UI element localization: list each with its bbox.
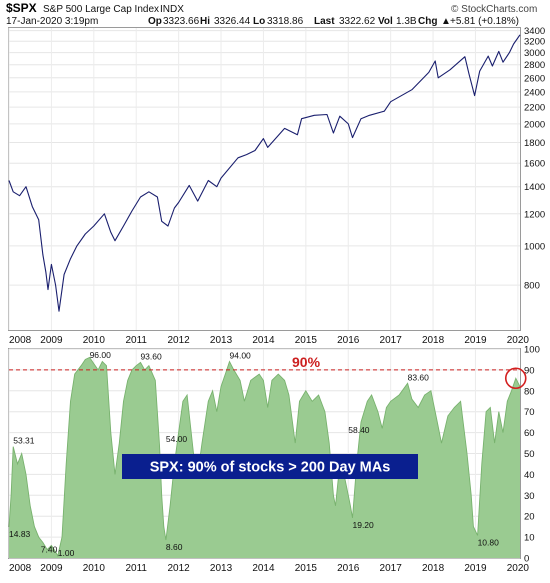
data-annotation: 10.80: [478, 537, 500, 547]
change-value: +5.81 (+0.18%): [450, 16, 519, 27]
price-y-tick-label: 2800: [524, 60, 545, 71]
breadth-y-tick-label: 20: [524, 512, 535, 523]
data-annotation: 83.60: [408, 372, 430, 382]
price-x-axis: 2008 2009 2010 2011 2012 2013 2014 2015 2016 2017…: [9, 335, 529, 346]
price-x-tick-label: 2012: [168, 335, 191, 346]
price-x-tick-label: 2014: [252, 335, 275, 346]
change-label: Chg: [418, 16, 437, 27]
price-x-tick-label: 2019: [464, 335, 487, 346]
breadth-x-tick-label: 2016: [337, 563, 360, 574]
data-annotation: 19.20: [352, 520, 374, 530]
change-arrow-icon: ▲: [441, 16, 451, 27]
breadth-y-tick-label: 90: [524, 365, 535, 376]
breadth-x-tick-label: 2010: [83, 563, 106, 574]
price-y-tick-label: 3200: [524, 37, 545, 48]
breadth-x-tick-label: 2020: [507, 563, 530, 574]
breadth-y-tick-label: 40: [524, 470, 535, 481]
breadth-y-tick-label: 10: [524, 533, 535, 544]
price-x-tick-label: 2020: [507, 335, 530, 346]
open-value: 3323.66: [163, 16, 200, 27]
price-y-tick-label: 3400: [524, 26, 545, 37]
data-annotation: 96.00: [90, 350, 112, 360]
breadth-x-axis: 2008 2009 2010 2011 2012 2013 2014 2015 2016 2017…: [9, 563, 529, 574]
breadth-x-tick-label: 2013: [210, 563, 233, 574]
price-x-tick-label: 2016: [337, 335, 360, 346]
price-y-tick-label: 2400: [524, 87, 545, 98]
data-annotation: 93.60: [140, 351, 162, 361]
price-y-axis: 800 1000 1200 1400 1600 1800 2000 2200 2400 2600 2…: [524, 26, 545, 292]
breadth-y-tick-label: 60: [524, 428, 535, 439]
breadth-x-tick-label: 2011: [125, 563, 147, 574]
data-annotation: 58.40: [348, 425, 370, 435]
price-y-tick-label: 1800: [524, 138, 545, 149]
price-x-tick-label: 2015: [295, 335, 318, 346]
price-y-tick-label: 1000: [524, 241, 545, 252]
data-annotation: 53.31: [13, 436, 35, 446]
price-y-tick-label: 2200: [524, 103, 545, 114]
breadth-y-tick-label: 70: [524, 407, 535, 418]
price-gridlines: [8, 28, 520, 330]
exchange-label: INDX: [160, 4, 184, 15]
legend-box: [122, 454, 418, 479]
breadth-y-tick-label: 100: [524, 345, 540, 356]
data-annotation: 1.00: [58, 548, 75, 558]
price-x-tick-label: 2008: [9, 335, 32, 346]
price-x-tick-label: 2011: [125, 335, 147, 346]
data-annotation: 54.00: [166, 434, 188, 444]
high-value: 3326.44: [214, 16, 251, 27]
breadth-x-tick-label: 2019: [464, 563, 487, 574]
price-line-series: [8, 34, 521, 312]
price-x-tick-label: 2018: [422, 335, 445, 346]
open-label: Op: [148, 16, 162, 27]
breadth-y-axis: 0 10 20 30 40 50 60 70 80 90 100: [524, 345, 540, 565]
index-name-label: S&P 500 Large Cap Index: [43, 4, 159, 15]
volume-label: Vol: [378, 16, 393, 27]
breadth-x-tick-label: 2014: [252, 563, 275, 574]
price-y-tick-label: 2600: [524, 73, 545, 84]
breadth-y-tick-label: 30: [524, 491, 535, 502]
breadth-x-tick-label: 2017: [380, 563, 403, 574]
breadth-x-tick-label: 2015: [295, 563, 318, 574]
low-value: 3318.86: [267, 16, 304, 27]
price-y-tick-label: 800: [524, 281, 540, 292]
highlight-circle: [504, 367, 527, 390]
reference-line-label: 90%: [292, 354, 321, 370]
price-y-tick-label: 3000: [524, 48, 545, 59]
data-annotation: 7.40: [41, 545, 58, 555]
price-y-tick-label: 1600: [524, 159, 545, 170]
data-annotation: 8.60: [166, 542, 183, 552]
price-x-tick-label: 2009: [40, 335, 63, 346]
price-line: [8, 34, 521, 312]
breadth-x-tick-label: 2018: [422, 563, 445, 574]
reference-line-group: 90%: [9, 354, 520, 371]
annotations-group: 14.83 53.31 7.40 1.00 96.00 93.60 54.00 8.60 94.…: [9, 350, 527, 558]
breadth-y-tick-label: 50: [524, 449, 535, 460]
breadth-y-tick-label: 0: [524, 554, 529, 565]
symbol-label: $SPX: [6, 1, 37, 15]
last-label: Last: [314, 16, 335, 27]
price-x-tick-label: 2013: [210, 335, 233, 346]
breadth-x-tick-label: 2009: [40, 563, 63, 574]
high-label: Hi: [200, 16, 210, 27]
data-annotation: 94.00: [230, 351, 252, 361]
price-y-tick-label: 2000: [524, 119, 545, 130]
last-value: 3322.62: [339, 16, 376, 27]
low-label: Lo: [253, 16, 265, 27]
breadth-y-tick-label: 80: [524, 386, 535, 397]
breadth-x-tick-label: 2008: [9, 563, 32, 574]
price-y-tick-label: 1400: [524, 182, 545, 193]
price-x-tick-label: 2017: [380, 335, 403, 346]
price-x-tick-label: 2010: [83, 335, 106, 346]
volume-value: 1.3B: [396, 16, 417, 27]
datetime-label: 17-Jan-2020 3:19pm: [6, 16, 98, 27]
breadth-area-edge: [8, 356, 521, 558]
watermark-label: © StockCharts.com: [451, 4, 537, 15]
price-y-tick-label: 1200: [524, 209, 545, 220]
legend-text: SPX: 90% of stocks > 200 Day MAs: [150, 460, 391, 476]
data-annotation: 14.83: [9, 529, 31, 539]
breadth-x-tick-label: 2012: [168, 563, 191, 574]
